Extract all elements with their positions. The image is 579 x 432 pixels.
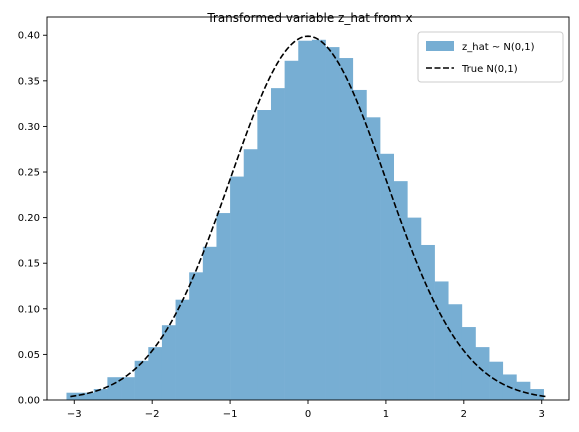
histogram-bar <box>107 377 122 400</box>
histogram-bar <box>80 392 95 400</box>
y-tick-label: 0.20 <box>18 213 40 224</box>
histogram-bar <box>475 347 490 400</box>
histogram-bar <box>284 60 299 401</box>
y-axis: 0.00 0.05 0.10 0.15 0.20 0.25 0.30 0.35 0.40 <box>18 31 47 407</box>
histogram-bar <box>461 327 476 400</box>
chart-title: Transformed variable z_hat from x <box>206 11 412 25</box>
histogram-bar <box>352 89 367 400</box>
x-tick-label: −2 <box>145 409 160 420</box>
x-tick-label: 3 <box>539 409 545 420</box>
y-tick-label: 0.35 <box>18 76 40 87</box>
histogram-bar <box>366 117 381 401</box>
histogram-bar <box>230 176 245 400</box>
histogram-bar <box>420 244 435 400</box>
x-tick-label: −3 <box>67 409 82 420</box>
histogram-bar <box>189 272 204 400</box>
y-tick-label: 0.40 <box>18 31 40 42</box>
legend-label-line: True N(0,1) <box>461 64 518 75</box>
histogram-bar <box>448 304 463 400</box>
histogram-bar <box>175 299 190 400</box>
x-tick-label: −1 <box>223 409 238 420</box>
y-tick-label: 0.30 <box>18 122 40 133</box>
histogram-bar <box>325 47 340 400</box>
legend-label-histogram: z_hat ~ N(0,1) <box>462 42 535 53</box>
histogram-bar <box>516 381 531 400</box>
histogram-bar <box>93 389 108 400</box>
y-tick-label: 0.00 <box>18 396 40 407</box>
histogram-bar <box>257 110 272 400</box>
legend: z_hat ~ N(0,1) True N(0,1) <box>417 31 564 83</box>
histogram-bar <box>202 246 217 400</box>
histogram-bar <box>311 39 326 401</box>
histogram-bar <box>434 281 449 400</box>
x-axis: −3 −2 −1 0 1 2 3 <box>67 400 545 420</box>
histogram-bar <box>298 40 313 400</box>
y-tick-label: 0.10 <box>18 304 40 315</box>
histogram-bar <box>121 377 135 400</box>
histogram-bar <box>161 325 176 400</box>
histogram-bar <box>216 213 231 400</box>
histogram-bar <box>339 58 354 401</box>
x-tick-label: 0 <box>305 409 311 420</box>
histogram-bar <box>393 181 408 400</box>
true-normal-curve <box>70 35 546 398</box>
x-tick-label: 2 <box>461 409 467 420</box>
histogram-bar <box>134 360 149 400</box>
y-tick-label: 0.05 <box>18 350 40 361</box>
histogram-bar <box>270 88 285 400</box>
histogram-bar <box>380 153 395 400</box>
histogram-bar <box>148 347 163 400</box>
y-tick-label: 0.15 <box>18 259 40 270</box>
legend-frame <box>417 31 564 83</box>
y-tick-label: 0.25 <box>18 168 40 179</box>
histogram-bar <box>243 149 258 400</box>
x-tick-label: 1 <box>383 409 389 420</box>
legend-swatch-histogram <box>426 41 454 51</box>
histogram-bars <box>66 39 544 401</box>
